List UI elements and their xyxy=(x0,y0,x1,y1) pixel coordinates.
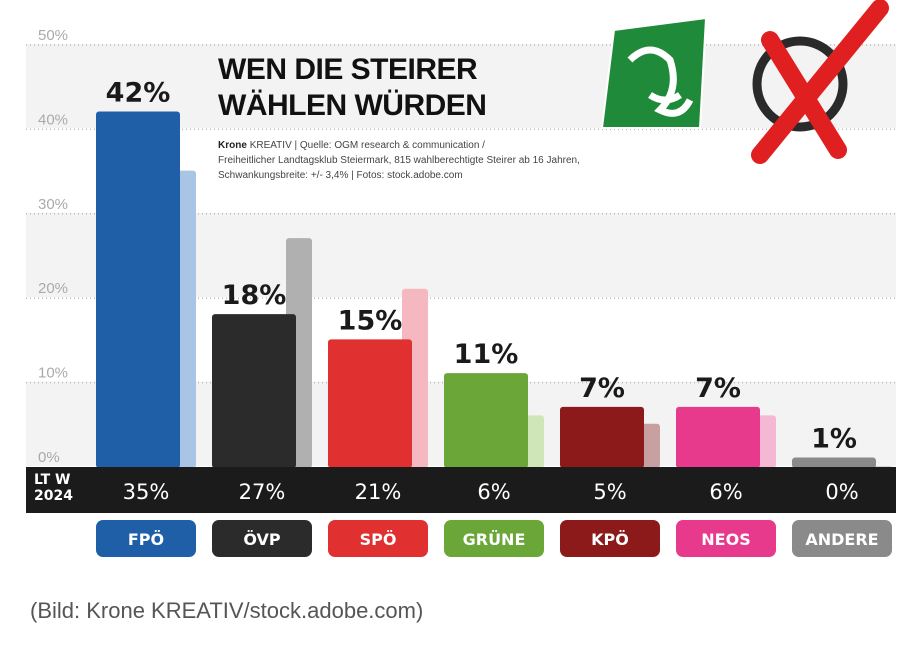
party-label-box xyxy=(792,520,892,557)
chart-title: WEN DIE STEIRER WÄHLEN WÜRDEN xyxy=(218,52,487,124)
ltw-value-label: 35% xyxy=(123,480,170,504)
ltw-value-label: 6% xyxy=(709,480,742,504)
poll-value-label: 1% xyxy=(811,424,857,455)
poll-bar xyxy=(212,314,296,468)
y-tick-label: 20% xyxy=(38,280,68,297)
ltw-strip xyxy=(26,467,896,513)
panther-figure xyxy=(627,46,694,117)
party-label: KPÖ xyxy=(591,530,629,549)
source-brand: Krone xyxy=(218,140,247,151)
styria-coat-of-arms xyxy=(600,16,708,129)
party-label: ANDERE xyxy=(805,530,878,549)
poll-bar xyxy=(328,339,412,468)
y-tick-label: 40% xyxy=(38,111,68,128)
image-caption: (Bild: Krone KREATIV/stock.adobe.com) xyxy=(30,598,424,623)
party-label-box xyxy=(212,520,312,557)
party-label: SPÖ xyxy=(360,530,397,549)
poll-value-label: 11% xyxy=(454,339,519,370)
poll-value-label: 7% xyxy=(579,373,625,404)
party-label: ÖVP xyxy=(243,530,281,549)
party-label: FPÖ xyxy=(128,530,164,549)
poll-bar xyxy=(444,373,528,468)
ltw-label-line-2: 2024 xyxy=(34,488,73,504)
ltw-label: LT W 2024 xyxy=(34,472,73,504)
ballot-circle xyxy=(752,36,848,132)
poll-value-label: 15% xyxy=(338,305,403,336)
y-tick-label: 0% xyxy=(38,449,60,466)
source-line-3: Schwankungsbreite: +/- 3,4% | Fotos: sto… xyxy=(218,170,463,181)
source-line-1: KREATIV | Quelle: OGM research & communi… xyxy=(249,140,485,151)
poll-value-label: 42% xyxy=(106,78,171,109)
poll-bar xyxy=(676,406,760,468)
party-label-box xyxy=(328,520,428,557)
source-line-2: Freiheitlicher Landtagsklub Steiermark, … xyxy=(218,155,580,166)
ltw-value-label: 27% xyxy=(239,480,286,504)
party-label-box xyxy=(676,520,776,557)
poll-bar xyxy=(560,406,644,468)
source-note: Krone KREATIV | Quelle: OGM research & c… xyxy=(218,138,648,183)
title-line-1: WEN DIE STEIRER xyxy=(218,53,478,86)
ltw-label-line-1: LT W xyxy=(34,472,71,488)
y-tick-label: 10% xyxy=(38,365,68,382)
poll-value-label: 18% xyxy=(222,280,287,311)
party-label-box xyxy=(96,520,196,557)
title-line-2: WÄHLEN WÜRDEN xyxy=(218,89,487,122)
ltw-value-label: 0% xyxy=(825,480,858,504)
poll-bar xyxy=(96,111,180,469)
red-cross-mark xyxy=(751,0,889,164)
y-tick-label: 30% xyxy=(38,196,68,213)
ltw-value-label: 21% xyxy=(355,480,402,504)
poll-value-label: 7% xyxy=(695,373,741,404)
party-label-box xyxy=(444,520,544,557)
party-label: NEOS xyxy=(701,530,750,549)
party-label-box xyxy=(560,520,660,557)
y-tick-label: 50% xyxy=(38,27,68,44)
chart: 0% 10% 20% 30% 40% 50% 42% 18% 15% 11% 7% 7% 1% 35% FP… xyxy=(26,0,896,557)
party-label: GRÜNE xyxy=(463,530,526,549)
ltw-value-label: 6% xyxy=(477,480,510,504)
ltw-value-label: 5% xyxy=(593,480,626,504)
poll-bar xyxy=(792,457,876,468)
